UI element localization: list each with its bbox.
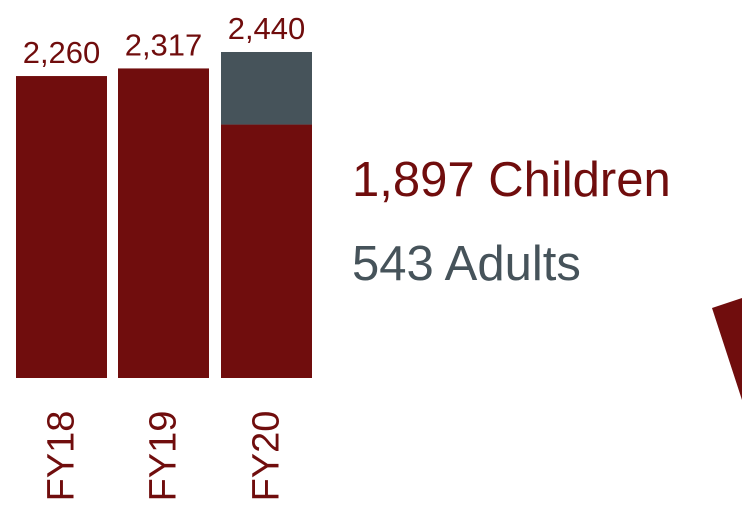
total-label-fy19: 2,317 — [125, 27, 203, 62]
total-labels-group: 2,260 2,317 2,440 — [23, 11, 306, 70]
total-label-fy20: 2,440 — [228, 11, 306, 46]
category-label-fy18: FY18 — [41, 411, 83, 502]
decorative-corner-shape — [712, 298, 742, 400]
children-count-label: 1,897 Children — [352, 153, 671, 207]
adults-count-label: 543 Adults — [352, 237, 581, 291]
category-label-fy19: FY19 — [143, 411, 185, 502]
total-label-fy18: 2,260 — [23, 35, 101, 70]
bars-group — [16, 52, 312, 379]
bar-fy19-children — [118, 68, 209, 379]
bar-fy20-adults — [221, 52, 312, 125]
category-labels-group: FY18 FY19 FY20 — [41, 411, 288, 502]
category-label-fy20: FY20 — [246, 411, 288, 502]
bar-fy18-children — [16, 76, 107, 378]
bar-fy20-children — [221, 124, 312, 378]
